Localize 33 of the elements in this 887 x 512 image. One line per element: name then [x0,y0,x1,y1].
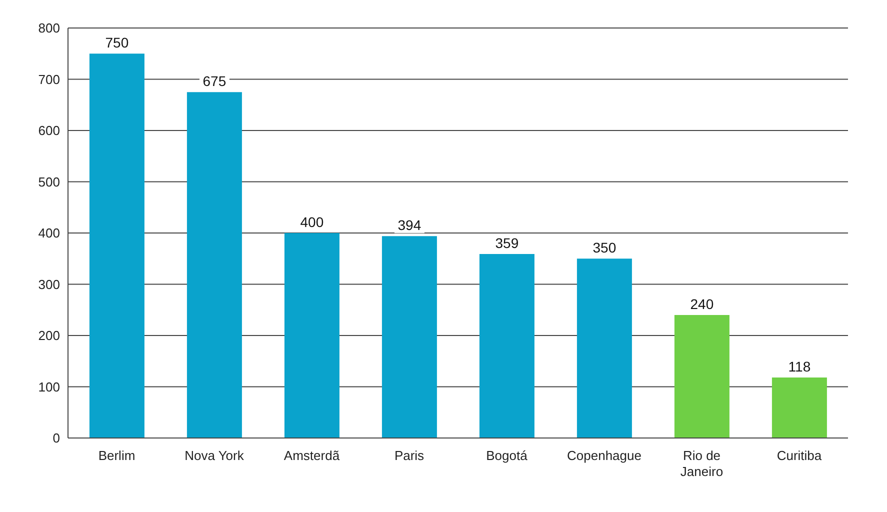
bar [89,54,144,438]
bar [772,378,827,438]
y-tick-label: 100 [38,379,60,394]
y-tick-label: 0 [52,430,60,446]
data-label: 118 [788,358,811,375]
bar [576,258,632,438]
x-tick-label: Rio de Janeiro [680,448,724,479]
y-tick-label: 700 [38,72,60,87]
y-tick-label: 400 [38,226,60,241]
bar [674,315,730,438]
x-tick-label: Berlim [98,448,136,463]
data-label: 394 [398,217,422,234]
data-label: 750 [105,34,129,51]
y-tick-label: 500 [38,174,60,190]
bar [186,92,242,438]
data-label: 359 [495,235,519,252]
bar [284,233,340,438]
x-tick-label: Nova York [184,448,244,463]
x-tick-label: Curitiba [776,448,822,463]
x-tick-label: Paris [394,448,425,463]
data-label: 350 [592,240,616,256]
x-tick-label: Bogotá [486,448,528,463]
x-tick-label: Amsterdã [284,448,340,463]
bar [479,254,534,438]
y-tick-label: 600 [38,123,60,138]
y-tick-label: 200 [38,328,60,344]
data-label: 675 [202,73,226,90]
data-label: 240 [690,296,714,312]
data-label: 400 [300,214,324,230]
y-tick-label: 300 [38,276,60,292]
x-tick-label: Copenhague [567,448,642,463]
y-tick-label: 800 [38,20,60,36]
bar [382,236,437,438]
